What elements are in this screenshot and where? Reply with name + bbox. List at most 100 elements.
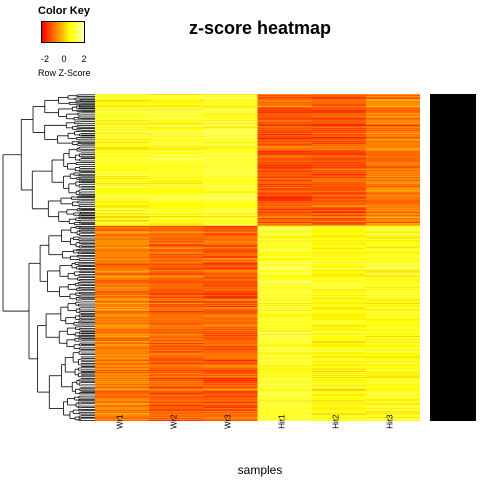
heatmap-cell [365, 97, 420, 100]
heatmap-cell [365, 351, 420, 354]
heatmap-cell [257, 292, 312, 294]
heatmap-cell [149, 286, 204, 288]
heatmap-cell [257, 205, 312, 207]
heatmap-cell [95, 235, 150, 237]
heatmap-cell [311, 232, 367, 234]
heatmap-cell [95, 249, 150, 251]
heatmap-cell [257, 239, 312, 241]
heatmap-cell [149, 326, 204, 328]
heatmap-cell [149, 301, 204, 304]
heatmap-cell [311, 221, 367, 224]
heatmap-cell [203, 251, 258, 253]
heatmap-cell [95, 412, 150, 414]
heatmap-cell [257, 418, 312, 420]
heatmap-cell [149, 194, 204, 196]
heatmap-cell [203, 224, 258, 227]
heatmap-cell [149, 325, 204, 327]
heatmap-cell [95, 316, 150, 318]
heatmap-cell [203, 174, 258, 176]
heatmap-cell [149, 250, 204, 252]
heatmap-cell [95, 243, 150, 245]
heatmap-cell [203, 203, 258, 205]
heatmap-cell [257, 139, 312, 142]
heatmap-cell [95, 304, 150, 307]
heatmap-cell [203, 121, 258, 123]
heatmap-cell [149, 278, 204, 280]
heatmap-cell [95, 157, 150, 159]
color-key-title: Color Key [38, 5, 90, 17]
heatmap-cell [257, 207, 312, 209]
heatmap-cell [203, 277, 258, 279]
heatmap-cell [365, 128, 420, 130]
heatmap-cell [149, 269, 204, 272]
heatmap-cell [203, 190, 258, 193]
heatmap-cell [95, 296, 150, 298]
heatmap-cell [365, 223, 420, 226]
heatmap-cell [95, 370, 150, 372]
heatmap-cell [311, 262, 367, 265]
heatmap-cell [95, 388, 150, 391]
heatmap-cell [95, 134, 150, 137]
heatmap-cell [203, 162, 258, 164]
heatmap-cell [311, 292, 367, 294]
color-key-tick-mid: 0 [61, 54, 67, 64]
heatmap-cell [149, 120, 204, 122]
heatmap-cell [203, 134, 258, 137]
heatmap-cell [257, 227, 312, 230]
heatmap-cell [95, 302, 150, 305]
heatmap-cell [203, 349, 258, 352]
heatmap-cell [203, 315, 258, 317]
heatmap-cell [365, 396, 420, 398]
heatmap-cell [203, 139, 258, 142]
heatmap-cell [311, 395, 367, 397]
heatmap-cell [257, 242, 312, 244]
heatmap-cell [95, 298, 150, 300]
heatmap-cell [257, 310, 312, 313]
heatmap-cell [311, 331, 367, 333]
heatmap-cell [149, 403, 204, 405]
heatmap-cell [203, 239, 258, 241]
heatmap-cell [365, 320, 420, 322]
heatmap-cell [365, 117, 420, 119]
heatmap-cell [311, 371, 367, 373]
heatmap-cell [257, 234, 312, 236]
heatmap-cell [203, 177, 258, 180]
heatmap-cell [203, 400, 258, 402]
heatmap-cell [149, 111, 204, 113]
heatmap-cell [149, 211, 204, 213]
heatmap-cell [365, 319, 420, 321]
heatmap-cell [95, 164, 150, 166]
heatmap-cell [257, 146, 312, 149]
heatmap-cell [311, 152, 367, 154]
heatmap-cell [95, 258, 150, 261]
heatmap-cell [365, 267, 420, 270]
heatmap-cell [95, 185, 150, 188]
heatmap-cell [257, 348, 312, 351]
heatmap-cell [365, 229, 420, 232]
heatmap-cell [203, 225, 258, 228]
heatmap-cell [311, 296, 367, 298]
heatmap-cell [95, 371, 150, 373]
heatmap-cell [257, 102, 312, 105]
heatmap-cell [365, 108, 420, 111]
heatmap-cell [365, 295, 420, 297]
heatmap-cell [203, 158, 258, 160]
heatmap-cell [149, 369, 204, 371]
heatmap-cell [203, 419, 258, 421]
heatmap-cell [149, 100, 204, 103]
heatmap-cell [95, 360, 150, 362]
heatmap-cell [149, 281, 204, 283]
heatmap-cell [257, 269, 312, 272]
heatmap-cell [311, 127, 367, 129]
heatmap-cell [311, 216, 367, 219]
heatmap-cell [257, 190, 312, 193]
heatmap-cell [365, 418, 420, 420]
heatmap-cell [203, 263, 258, 266]
heatmap-cell [203, 94, 258, 96]
heatmap-cell [311, 137, 367, 140]
heatmap-cell [365, 415, 420, 417]
heatmap-cell [365, 325, 420, 327]
heatmap-cell [149, 161, 204, 163]
heatmap-cell [257, 268, 312, 271]
heatmap-cell [203, 172, 258, 174]
